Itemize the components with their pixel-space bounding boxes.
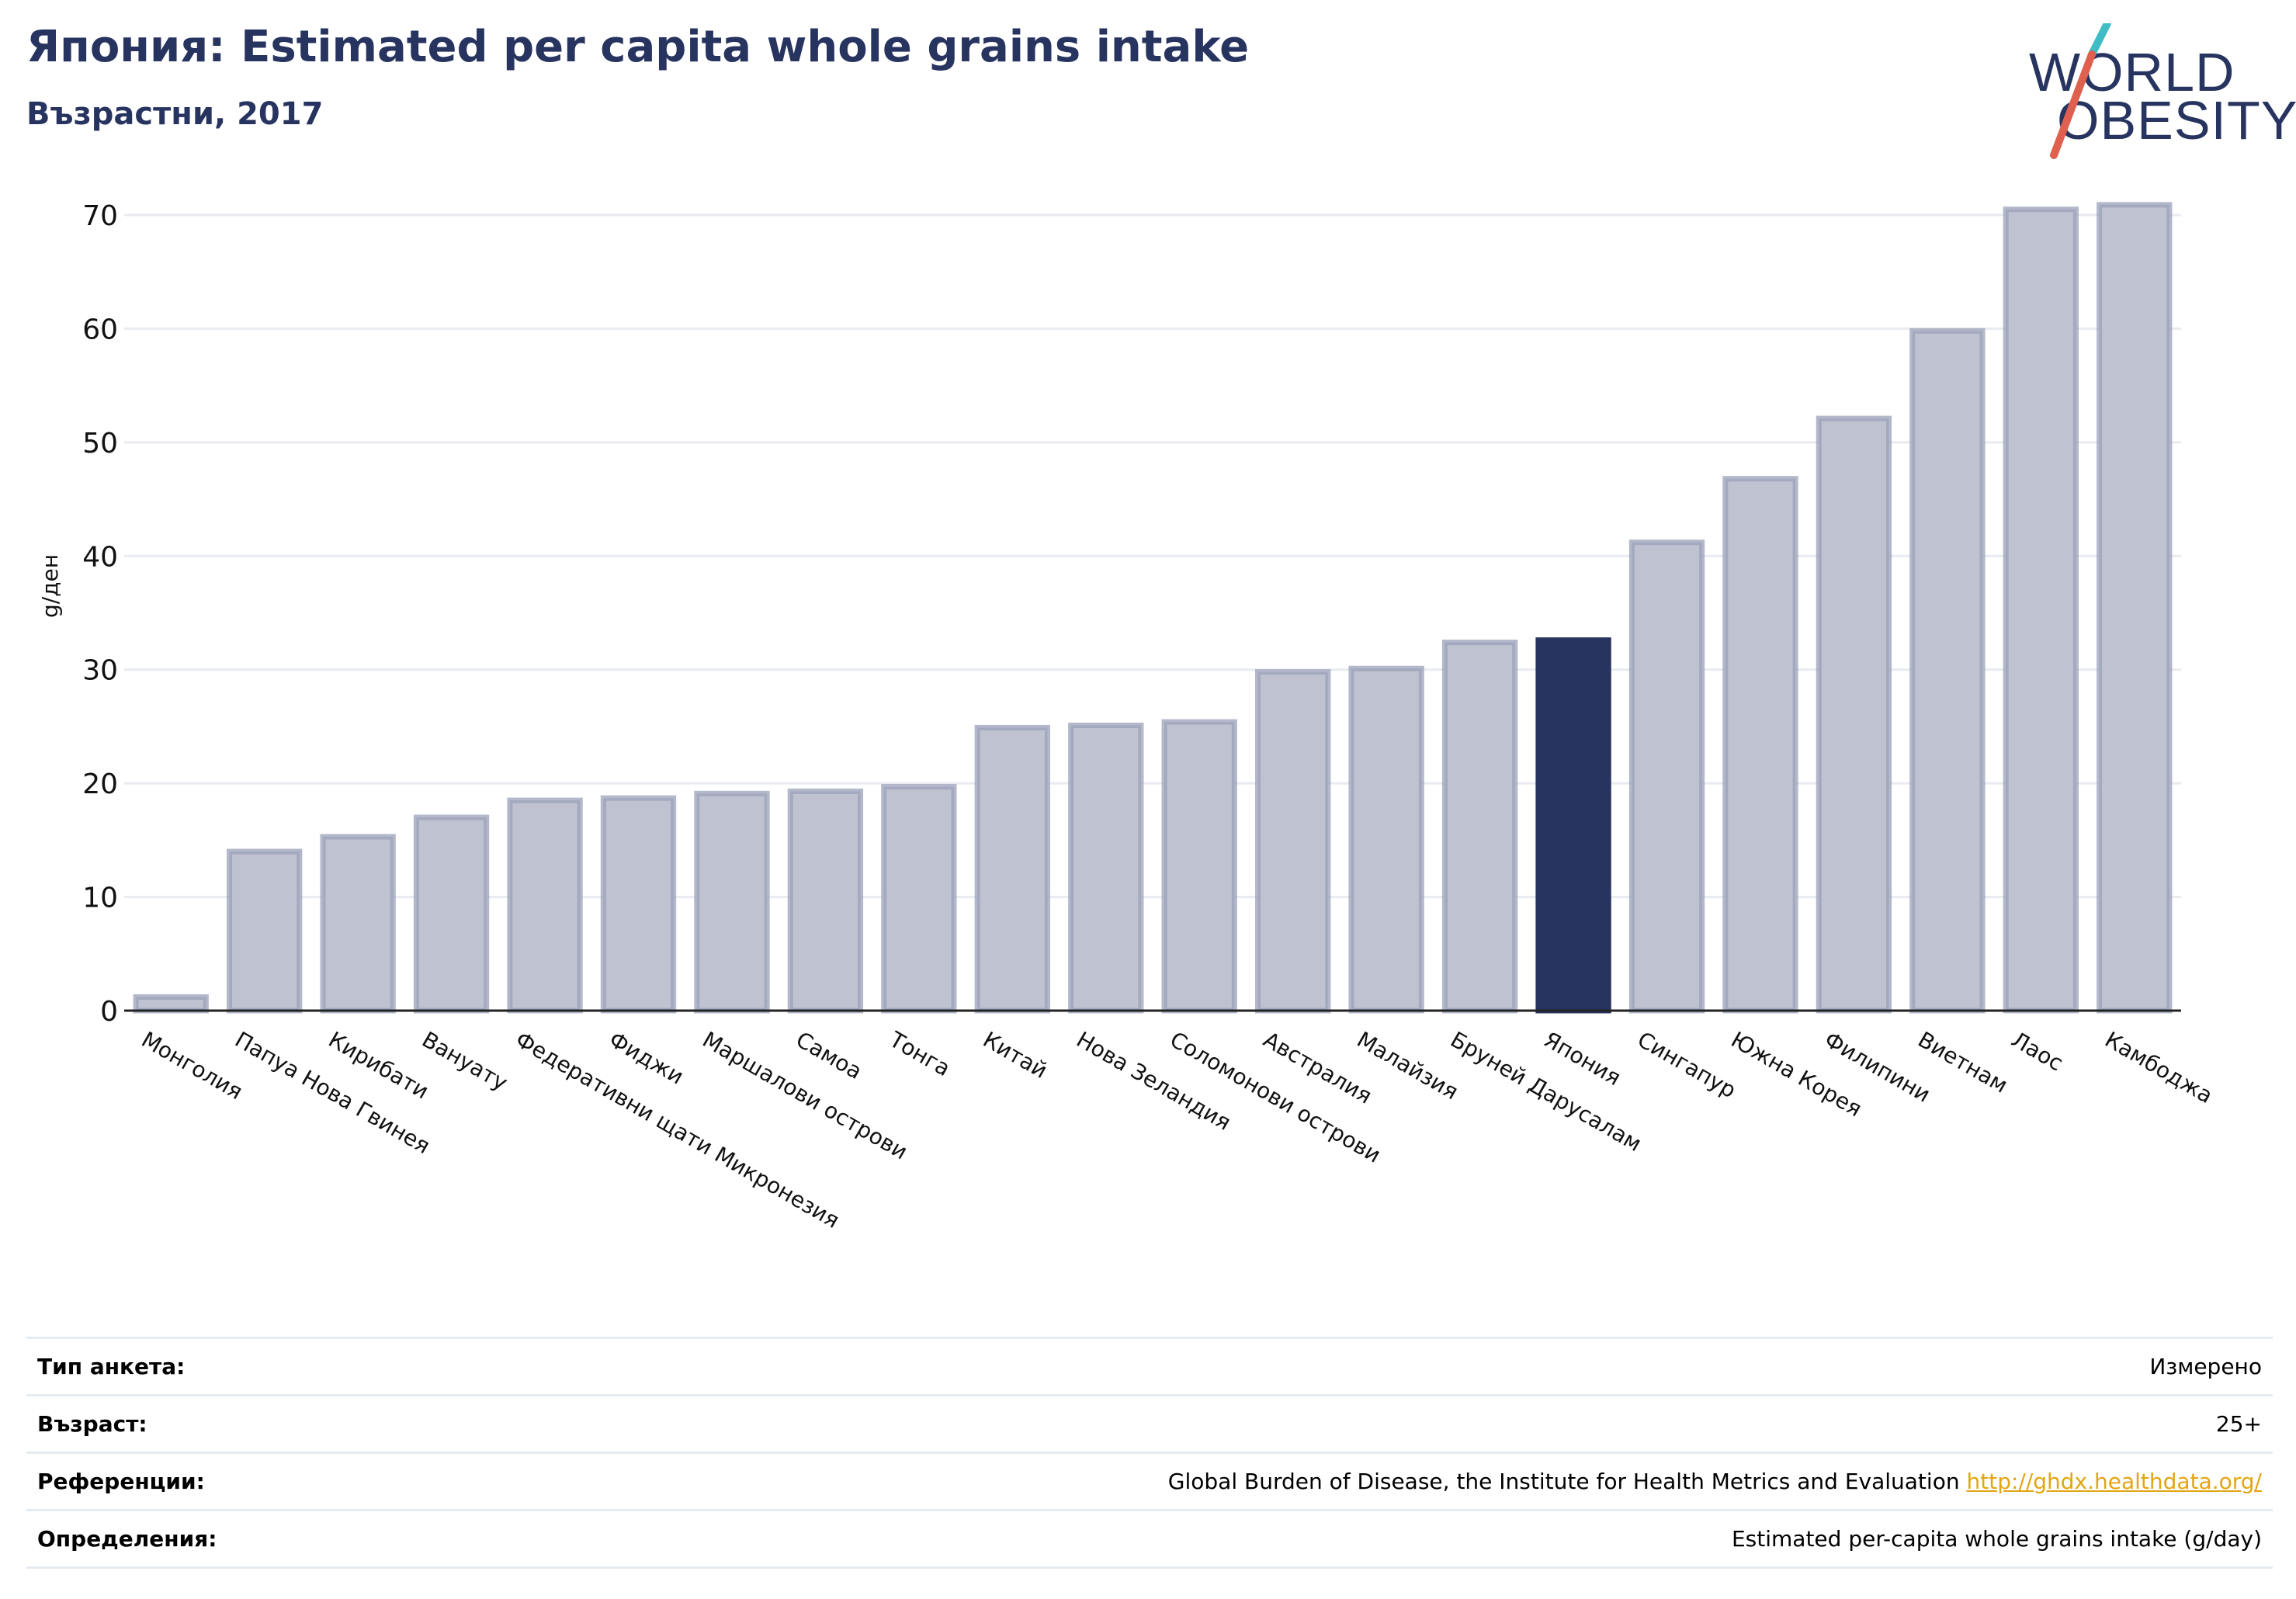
chart-title: Япония: Estimated per capita whole grain… [26,22,1250,72]
x-tick-label: Сингапур [1633,1026,1740,1103]
y-tick-label: 60 [82,314,118,345]
y-tick-label: 10 [82,883,118,914]
references-text: Global Burden of Disease, the Institute … [1167,1469,1960,1494]
y-tick-label: 50 [82,428,118,460]
bar [320,834,396,1014]
bar [1068,722,1144,1014]
bar [1628,539,1705,1014]
bar [2097,202,2173,1014]
y-axis-label: g/ден [37,554,63,618]
x-tick-label: Вануату [418,1026,512,1095]
x-tick-label: Камбоджа [2100,1026,2217,1108]
logo-slash-icon [2050,23,2111,159]
x-tick-label: Лаос [2007,1026,2068,1076]
y-tick-label: 20 [82,768,118,800]
bar [1441,640,1518,1014]
info-row-definitions: Определения: Estimated per-capita whole … [26,1509,2273,1569]
bar [133,994,209,1014]
info-row-references: Референции: Global Burden of Disease, th… [26,1452,2273,1511]
bar [1816,415,1892,1014]
x-tick-label: Нова Зеландия [1072,1026,1235,1135]
references-link[interactable]: http://ghdx.healthdata.org/ [1966,1469,2262,1494]
bar-highlighted [1535,637,1611,1014]
bar [507,797,583,1014]
references-value: Global Burden of Disease, the Institute … [369,1452,2273,1511]
info-row-survey-type: Тип анкета: Измерено [26,1337,2273,1396]
x-tick-label: Тонга [884,1026,954,1081]
x-tick-label: Монголия [137,1026,248,1105]
bar [1161,719,1237,1014]
bar [1255,669,1331,1014]
chart-subtitle: Възрастни, 2017 [26,96,324,132]
info-row-age: Възраст: 25+ [26,1394,2273,1453]
definitions-value: Estimated per-capita whole grains intake… [369,1509,2273,1569]
references-label: Референции: [26,1452,370,1511]
bar [1348,665,1424,1014]
info-table: Тип анкета: Измерено Възраст: 25+ Рефере… [26,1337,2273,1569]
world-obesity-logo[interactable]: WORLD OBESITY [2018,23,2296,163]
bar [1722,476,1798,1014]
logo-text-world: WORLD [2029,42,2235,102]
y-tick-label: 40 [82,541,118,573]
x-tick-label: Китай [979,1026,1052,1083]
bar [694,790,770,1014]
y-tick-label: 70 [82,200,118,232]
bar [600,795,677,1014]
y-tick-label: 30 [82,655,118,687]
bar [227,848,303,1014]
bar [974,724,1050,1014]
logo-text-obesity: OBESITY [2057,90,2296,151]
bar [413,814,490,1014]
bar [2003,206,2079,1014]
bar [881,784,957,1014]
survey-type-value: Измерено [369,1337,2273,1396]
survey-type-label: Тип анкета: [26,1337,370,1396]
age-value: 25+ [369,1394,2273,1453]
y-tick-label: 0 [100,996,118,1028]
age-label: Възраст: [26,1394,370,1453]
definitions-label: Определения: [26,1509,370,1569]
x-tick-label: Самоа [792,1026,866,1084]
x-tick-label: Федеративни щати Микронезия [512,1026,845,1233]
bar [787,788,864,1014]
bar [1909,328,1986,1014]
